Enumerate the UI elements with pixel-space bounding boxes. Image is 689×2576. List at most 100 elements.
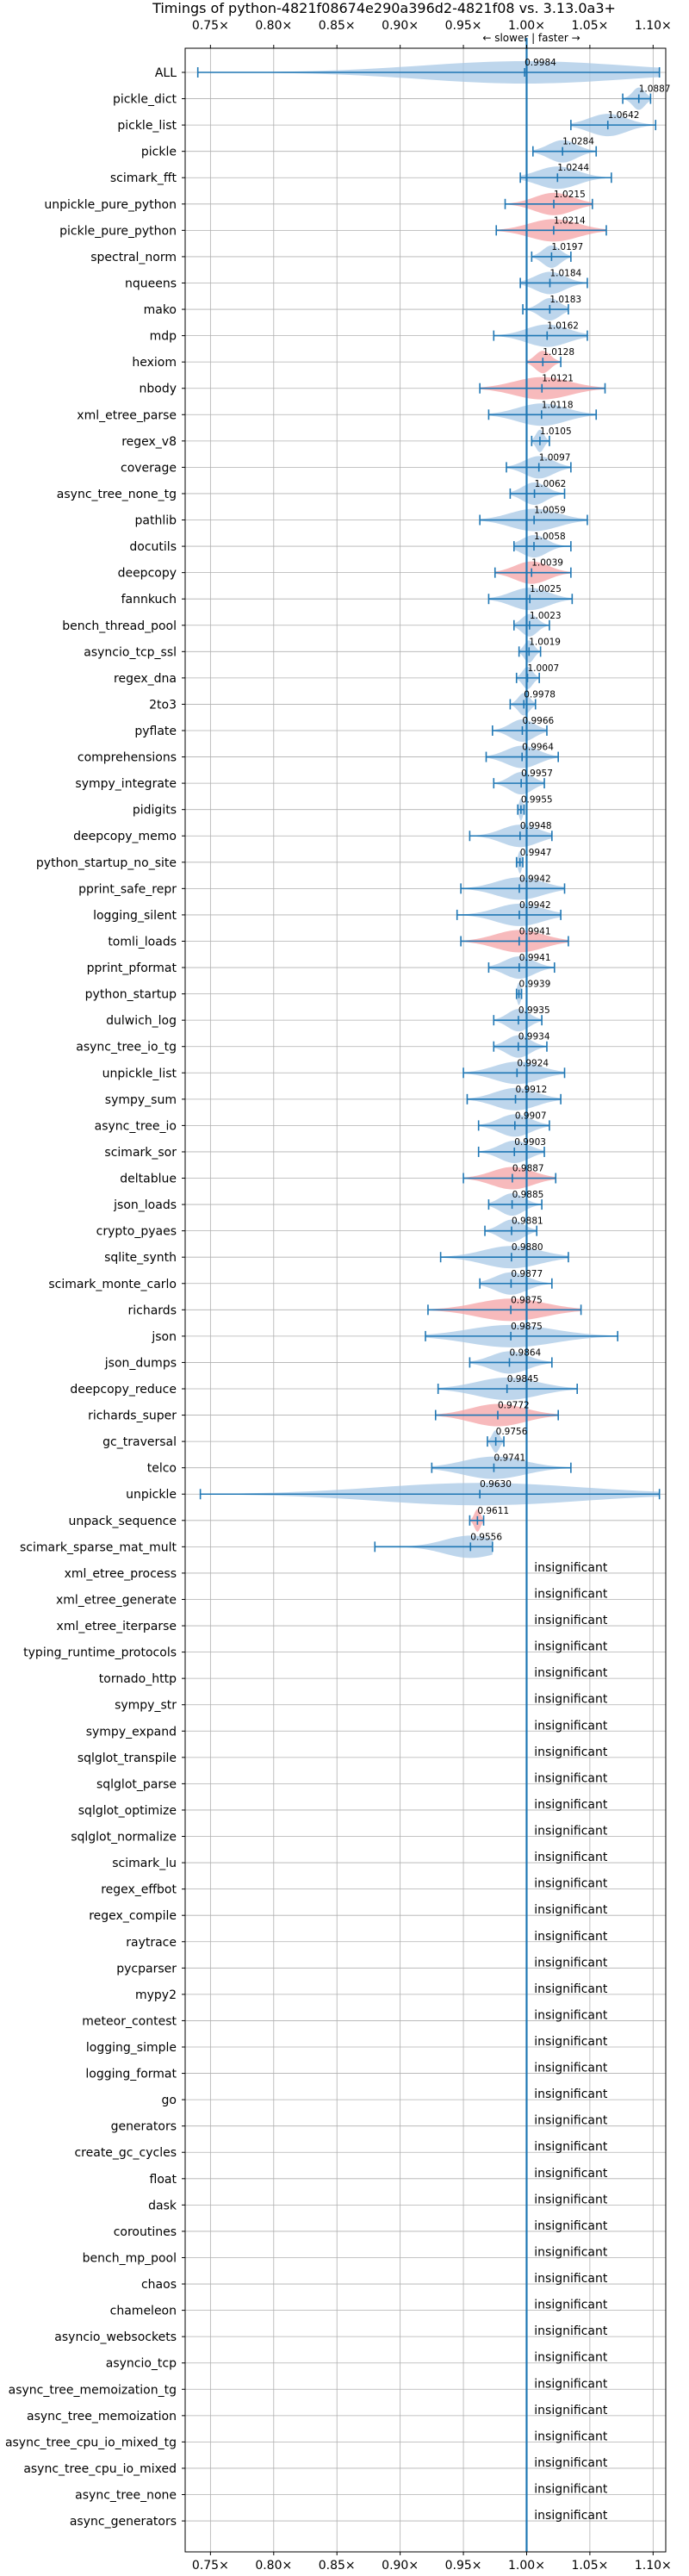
mean-value-label: 0.9948 [520,821,552,831]
mean-value-label: 0.9978 [524,689,556,700]
mean-value-label: 0.9935 [518,1005,550,1016]
mean-value-label: 1.0023 [530,611,562,621]
benchmark-label: asyncio_tcp [106,2357,177,2371]
insignificant-label: insignificant [534,1851,608,1864]
mean-value-label: 1.0183 [549,295,581,305]
benchmark-label: richards [128,1304,177,1317]
benchmark-label: richards_super [88,1409,177,1423]
insignificant-label: insignificant [534,2193,608,2206]
benchmark-label: xml_etree_generate [56,1593,177,1607]
insignificant-label: insignificant [534,2430,608,2443]
insignificant-label: insignificant [534,1666,608,1680]
benchmark-label: json [151,1330,177,1344]
benchmark-label: async_tree_io_tg [76,1041,177,1055]
benchmark-label: pprint_pformat [87,961,177,975]
insignificant-label: insignificant [534,1771,608,1785]
benchmark-label: async_tree_cpu_io_mixed [23,2462,177,2476]
benchmark-label: generators [111,2120,177,2134]
mean-value-label: 0.9941 [519,953,551,963]
benchmark-label: chaos [141,2278,177,2292]
benchmark-label: async_tree_memoization_tg [9,2383,177,2397]
benchmark-label: fannkuch [121,593,177,607]
benchmark-label: float [150,2173,177,2187]
benchmark-label: nbody [140,383,177,396]
benchmark-label: async_tree_none_tg [57,488,177,501]
benchmark-label: async_generators [70,2515,177,2529]
insignificant-label: insignificant [534,2114,608,2128]
benchmark-label: async_tree_none [75,2489,177,2503]
mean-value-label: 0.9611 [477,1506,509,1516]
benchmark-label: logging_silent [93,909,177,923]
mean-value-label: 1.0162 [547,321,579,332]
x-tick-label-bottom: 0.85× [319,2559,356,2573]
insignificant-label: insignificant [534,2088,608,2101]
benchmark-label: coroutines [114,2225,177,2239]
mean-value-label: 1.0062 [535,479,567,489]
insignificant-label: insignificant [534,2404,608,2417]
mean-value-label: 0.9966 [522,716,554,726]
benchmark-label: sympy_integrate [75,777,177,791]
benchmark-label: meteor_contest [82,2014,177,2028]
benchmark-label: logging_simple [86,2041,177,2055]
benchmark-label: regex_effbot [101,1883,177,1897]
benchmark-label: pyflate [134,725,177,738]
mean-value-label: 0.9941 [519,926,551,936]
mean-value-label: 1.0215 [554,190,586,200]
benchmark-label: crypto_pyaes [96,1225,177,1239]
benchmark-label: unpack_sequence [69,1515,177,1528]
benchmark-label: 2to3 [149,698,177,712]
x-tick-label-bottom: 1.10× [635,2559,672,2573]
mean-value-label: 1.0019 [529,637,561,647]
benchmark-label: sympy_expand [86,1725,177,1739]
benchmark-label: sqlglot_optimize [78,1804,177,1818]
x-tick-label-top: 0.75× [192,19,229,33]
mean-value-label: 1.0025 [530,584,562,594]
insignificant-label: insignificant [534,1745,608,1759]
benchmark-label: sympy_str [115,1699,177,1713]
benchmark-label: deltablue [120,1173,177,1186]
benchmark-label: python_startup [85,988,177,1002]
insignificant-label: insignificant [534,2456,608,2470]
mean-value-label: 0.9912 [516,1085,548,1095]
x-tick-label-bottom: 1.05× [571,2559,608,2573]
benchmark-label: deepcopy_reduce [70,1383,177,1397]
benchmark-label: typing_runtime_protocols [23,1646,177,1660]
insignificant-label: insignificant [534,2062,608,2075]
insignificant-label: insignificant [534,1798,608,1812]
insignificant-label: insignificant [534,1719,608,1733]
benchmark-label: tornado_http [99,1672,177,1686]
mean-value-label: 0.9903 [514,1137,546,1148]
benchmark-label: sympy_sum [105,1093,177,1107]
benchmark-label: regex_v8 [121,435,177,449]
benchmark-label: sqlglot_normalize [71,1831,177,1845]
x-tick-label-top: 1.05× [571,19,608,33]
x-tick-label-top: 0.95× [445,19,482,33]
benchmark-label: nqueens [125,277,177,290]
insignificant-label: insignificant [534,1982,608,1996]
benchmark-label: async_tree_cpu_io_mixed_tg [5,2436,177,2449]
benchmark-label: gc_traversal [102,1435,177,1449]
benchmark-label: scimark_monte_carlo [48,1278,177,1291]
mean-value-label: 0.9877 [511,1269,543,1279]
violins [196,61,661,1559]
mean-value-label: 1.0059 [534,506,566,516]
insignificant-label: insignificant [534,1877,608,1891]
benchmark-label: pickle_list [117,119,177,133]
benchmark-label: pidigits [133,804,177,818]
mean-value-label: 1.0097 [539,452,571,463]
x-axis: 0.75× 0.75× 0.80× 0.80× 0.85× 0.85× 0.90× 0.90×… [182,19,672,2573]
x-tick-label-bottom: 1.00× [508,2559,545,2573]
mean-value-label: 1.0184 [549,268,581,278]
benchmark-label: deepcopy [118,567,177,581]
x-tick-label-top: 1.00× [508,19,545,33]
benchmark-label: telco [147,1462,177,1476]
benchmark-label: mypy2 [135,1988,177,2002]
benchmark-label: coverage [121,461,177,475]
insignificant-label: insignificant [534,2377,608,2391]
insignificant-label: insignificant [534,2167,608,2181]
mean-value-label: 0.9756 [496,1427,528,1437]
insignificant-label: insignificant [534,2008,608,2022]
insignificant-label: insignificant [534,1903,608,1917]
benchmark-label: raytrace [126,1936,177,1950]
